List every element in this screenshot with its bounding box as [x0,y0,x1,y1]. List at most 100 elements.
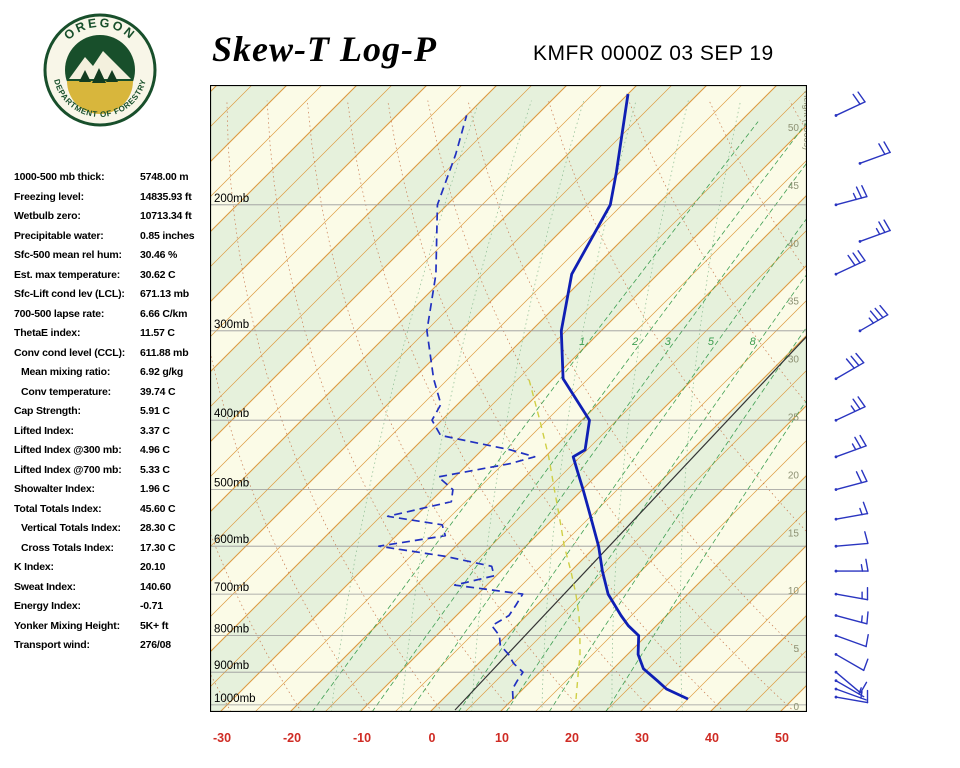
index-row: ThetaE index: 11.57 C [14,324,214,344]
temp-tick-label: 0 [428,731,436,745]
pressure-label: 800mb [214,624,249,636]
height-tick-label: 20 [788,470,800,481]
index-label: ThetaE index: [14,327,81,339]
height-tick-label: 10 [788,586,800,597]
index-value: 1.96 C [140,483,170,495]
height-tick-label: 35 [788,297,800,308]
index-row: Lifted Index @300 mb: 4.96 C [14,441,214,461]
wind-barb [858,141,891,165]
index-row: Transport wind: 276/08 [14,636,214,656]
index-value: 14835.93 ft [140,190,192,203]
index-value: 30.46 % [140,249,178,261]
logo-field [67,81,133,114]
logo-tree-icon [106,70,118,82]
mixing-ratio-label: 1 [579,336,585,348]
index-row: 1000-500 mb thick: 5748.00 m [14,168,214,188]
index-row: Lifted Index: 3.37 C [14,422,214,442]
index-value: 30.62 C [140,268,176,281]
sounding-traces [377,93,689,701]
index-label: Total Totals Index: [14,502,102,515]
odf-logo: OREGON DEPARTMENT OF FORESTRY [43,13,157,127]
index-row: Sfc-Lift cond lev (LCL): 671.13 mb [14,285,214,305]
index-label: Cross Totals Index: [21,541,114,554]
wind-barb [834,352,865,381]
logo-tree-icon [92,68,106,83]
index-label: Sweat Index: [14,580,76,593]
height-tick-label: 45 [788,181,800,192]
temp-tick-label: 30 [635,731,649,745]
temp-tick-label: 50 [775,731,789,745]
index-row: 700-500 lapse rate: 6.66 C/km [14,305,214,325]
temp-tick-label: -30 [212,731,232,745]
index-row: Sfc-500 mean rel hum: 30.46 % [14,246,214,266]
index-label: Showalter Index: [14,483,95,495]
moist-adiabat-lines [330,100,741,712]
wind-barb [834,670,868,694]
index-row: Total Totals Index: 45.60 C [14,500,214,520]
wind-barb [834,434,867,459]
temp-tick-label: 40 [705,731,719,745]
wind-barb [834,531,869,548]
index-value: 45.60 C [140,502,176,515]
index-value: 4.96 C [140,444,170,456]
index-label: Wetbulb zero: [14,210,81,222]
index-label: Freezing level: [14,190,84,203]
station-datetime: KMFR 0000Z 03 SEP 19 [533,42,774,65]
temp-tick-label: -20 [282,731,302,745]
mixing-ratio-label: 5 [708,336,715,348]
pressure-label: 500mb [214,478,249,490]
index-value: 5K+ ft [140,619,169,632]
index-row: Cap Strength: 5.91 C [14,402,214,422]
index-row: Lifted Index @700 mb: 5.33 C [14,461,214,481]
index-row: Wetbulb zero: 10713.34 ft [14,207,214,227]
wind-barb [834,396,866,422]
wind-barb [834,679,865,698]
skewt-plot: 1 2 3 5 8200mb300mb400mb500mb600mb700mb800mb… [210,85,807,712]
index-value: 6.92 g/kg [140,366,184,378]
height-tick-label: 15 [788,528,800,539]
index-row: Showalter Index: 1.96 C [14,480,214,500]
wind-barb [834,558,869,573]
temperature-trace [559,93,689,701]
wind-barb [834,587,869,601]
index-value: -0.71 [140,600,163,612]
index-label: Lifted Index @300 mb: [14,444,122,456]
index-value: 5.33 C [140,463,170,476]
wind-barb [834,653,869,672]
index-label: Yonker Mixing Height: [14,619,120,632]
index-label: Sfc-Lift cond lev (LCL): [14,288,125,300]
height-tick-label: 50 [788,123,800,134]
pressure-label: 600mb [214,534,249,546]
temp-tick-label: 20 [565,731,579,745]
height-axis-label: Height (1000s) [802,91,807,150]
index-row: Precipitable water: 0.85 inches [14,227,214,247]
wind-barb [834,184,868,207]
height-tick-label: 40 [788,239,800,250]
index-value: 17.30 C [140,541,176,554]
mixing-ratio-label: 3 [665,336,672,348]
wind-barb [834,611,869,625]
index-value: 28.30 C [140,522,176,534]
mixing-ratio-label: 8 [750,336,757,348]
index-row: Freezing level: 14835.93 ft [14,188,214,208]
height-tick-label: 25 [788,413,800,424]
index-label: 700-500 lapse rate: [14,307,105,320]
index-row: Conv temperature: 39.74 C [14,383,214,403]
index-label: Precipitable water: [14,229,104,242]
index-row: Cross Totals Index: 17.30 C [14,539,214,559]
index-label: Vertical Totals Index: [21,522,121,534]
logo-tree-icon [79,70,91,82]
index-label: Lifted Index @700 mb: [14,463,122,476]
dry-adiabat-lines [210,100,807,712]
index-row: Vertical Totals Index: 28.30 C [14,519,214,539]
pressure-label: 400mb [214,408,249,420]
index-row: K Index: 20.10 [14,558,214,578]
index-value: 5748.00 m [140,171,189,183]
wind-barb [834,501,869,521]
isotherm-lines [210,85,807,712]
isobar-lines [210,204,807,706]
height-tick-label: 30 [788,355,800,366]
index-value: 6.66 C/km [140,307,188,320]
